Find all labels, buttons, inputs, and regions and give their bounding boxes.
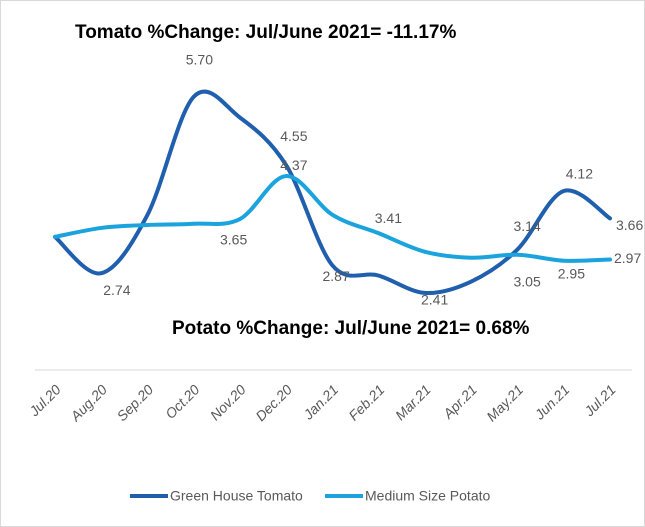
- data-label: 3.05: [514, 273, 541, 289]
- data-label: 3.41: [375, 210, 402, 226]
- series-line: [53, 89, 612, 295]
- data-label: 2.74: [103, 282, 130, 298]
- data-label: 5.70: [186, 51, 213, 67]
- legend-label: Green House Tomato: [170, 488, 303, 504]
- data-label: 3.14: [514, 218, 541, 234]
- legend-label: Medium Size Potato: [365, 488, 490, 504]
- potato-annotation: Potato %Change: Jul/June 2021= 0.68%: [172, 318, 530, 339]
- tomato-annotation: Tomato %Change: Jul/June 2021= -11.17%: [75, 22, 456, 43]
- data-label: 4.55: [280, 128, 307, 144]
- series-line: [53, 174, 612, 263]
- data-label: 2.97: [614, 250, 641, 266]
- data-label: 2.95: [558, 265, 585, 281]
- data-label: 3.66: [616, 217, 643, 233]
- data-label: 3.65: [220, 232, 247, 248]
- data-label: 2.41: [421, 292, 448, 308]
- data-label: 2.87: [323, 268, 350, 284]
- data-label: 4.37: [280, 157, 307, 173]
- data-label: 4.12: [566, 166, 593, 182]
